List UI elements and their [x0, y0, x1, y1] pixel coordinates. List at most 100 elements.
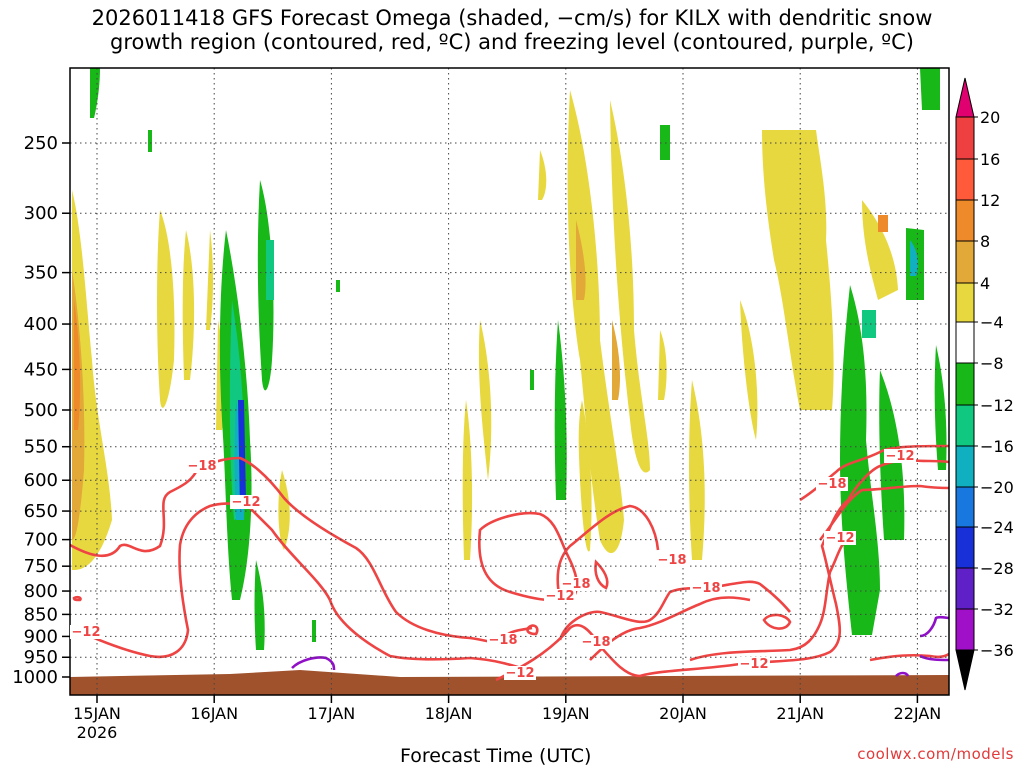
omega-band	[920, 68, 940, 110]
colorbar-label: −36	[980, 641, 1014, 660]
contour-label: −18	[818, 477, 847, 492]
omega-band	[254, 560, 265, 650]
x-axis: 15JAN 16JAN 17JAN 18JAN 19JAN 20JAN 21JAN 22JAN…	[73, 695, 941, 742]
freezing-level-contour	[919, 654, 949, 662]
y-tick-label: 750	[24, 556, 58, 577]
dgz-contour	[594, 559, 609, 590]
chart-title-line-1: 2026011418 GFS Forecast Omega (shaded, −…	[91, 6, 933, 30]
omega-band	[878, 215, 888, 232]
colorbar-box	[955, 445, 975, 488]
contour-label-bg	[816, 477, 848, 491]
colorbar-label: −12	[980, 396, 1014, 415]
omega-band	[182, 230, 195, 380]
contour-labels: −18−12−12−18−18−18−18−12−18−12−12−18−12−…	[70, 449, 916, 681]
omega-band	[740, 300, 758, 440]
x-tick-label: 20JAN	[659, 704, 707, 723]
colorbar-box	[955, 282, 975, 323]
y-tick-label: 400	[24, 314, 58, 335]
contour-label-bg	[504, 666, 536, 680]
contour-label: −18	[582, 635, 611, 650]
contour-label: −12	[886, 449, 915, 464]
omega-band	[612, 320, 620, 400]
omega-band	[206, 230, 213, 330]
colorbar-label: 16	[980, 150, 1000, 169]
x-tick-label: 19JAN	[542, 704, 590, 723]
colorbar-box	[955, 240, 975, 284]
dgz-contour	[72, 595, 82, 602]
y-tick-label: 450	[24, 359, 58, 380]
contour-label-bg	[230, 495, 262, 509]
omega-band	[257, 180, 274, 391]
contour-label-bg	[884, 449, 916, 463]
omega-band	[266, 240, 274, 300]
chart-title-line-2: growth region (contoured, red, ºC) and f…	[110, 30, 914, 54]
omega-band	[862, 310, 876, 338]
colorbar-box	[955, 608, 975, 651]
colorbar-label: −20	[980, 478, 1014, 497]
y-tick-label: 500	[24, 400, 58, 421]
omega-band	[336, 280, 340, 292]
dgz-contour	[762, 613, 792, 630]
x-tick-label: 16JAN	[190, 704, 238, 723]
dgz-contour	[70, 456, 533, 643]
omega-band	[910, 240, 918, 276]
x-tick-label: 22JAN	[894, 704, 942, 723]
contour-label: −12	[506, 666, 535, 681]
dgz-contour	[556, 504, 660, 601]
omega-band	[576, 220, 586, 300]
y-tick-label: 900	[24, 626, 58, 647]
x-tick-label: 15JAN	[73, 704, 121, 723]
plot-frame	[69, 67, 950, 696]
contour-label: −12	[740, 657, 769, 672]
x-tick-label: 18JAN	[425, 704, 473, 723]
freezing-level-contour	[895, 671, 910, 677]
colorbar-box	[955, 116, 975, 160]
dgz-contour	[526, 624, 539, 636]
y-tick-label: 300	[24, 203, 58, 224]
site-credit[interactable]: coolwx.com/models	[857, 745, 1014, 763]
omega-band	[478, 320, 492, 480]
contour-label: −18	[658, 553, 687, 568]
colorbar-label: −28	[980, 559, 1014, 578]
dgz-contour	[558, 580, 791, 641]
contour-label-bg	[487, 633, 519, 647]
omega-band	[689, 380, 705, 560]
x-tick-label: 17JAN	[308, 704, 356, 723]
omega-band	[658, 330, 667, 400]
omega-band	[238, 400, 246, 510]
colorbar-box	[955, 362, 975, 406]
y-tick-label: 1000	[12, 667, 58, 688]
contour-label-bg	[738, 657, 770, 671]
colorbar-label: 8	[980, 232, 990, 251]
colorbar: 20 16 12 8 4 −4 −8 −12 −16 −20 −24 −28 −32 −36	[955, 77, 1014, 691]
freezing-level-contour	[291, 656, 336, 671]
colorbar-label: 20	[980, 108, 1000, 127]
omega-band	[862, 200, 898, 300]
contour-label: −12	[546, 589, 575, 604]
omega-band	[90, 68, 100, 118]
y-tick-label: 850	[24, 604, 58, 625]
y-tick-label: 700	[24, 530, 58, 551]
omega-band	[934, 345, 947, 470]
contour-label: −12	[232, 495, 261, 510]
colorbar-box	[955, 199, 975, 242]
freezing-level-contour	[919, 615, 949, 638]
contour-label: −12	[826, 531, 855, 546]
y-tick-label: 600	[24, 470, 58, 491]
colorbar-box	[955, 526, 975, 569]
contour-label-bg	[544, 589, 576, 603]
omega-band	[567, 90, 624, 554]
y-tick-label: 250	[24, 133, 58, 154]
contour-label: −18	[562, 577, 591, 592]
y-tick-label: 350	[24, 263, 58, 284]
colorbar-label: 12	[980, 191, 1000, 210]
colorbar-arrow-bottom	[955, 649, 975, 691]
contour-label: −18	[489, 633, 518, 648]
colorbar-label: −32	[980, 600, 1014, 619]
y-tick-label: 650	[24, 501, 58, 522]
colorbar-label: −24	[980, 518, 1014, 537]
contour-label-bg	[690, 581, 722, 595]
contour-label-bg	[560, 577, 592, 591]
omega-band	[157, 210, 175, 408]
